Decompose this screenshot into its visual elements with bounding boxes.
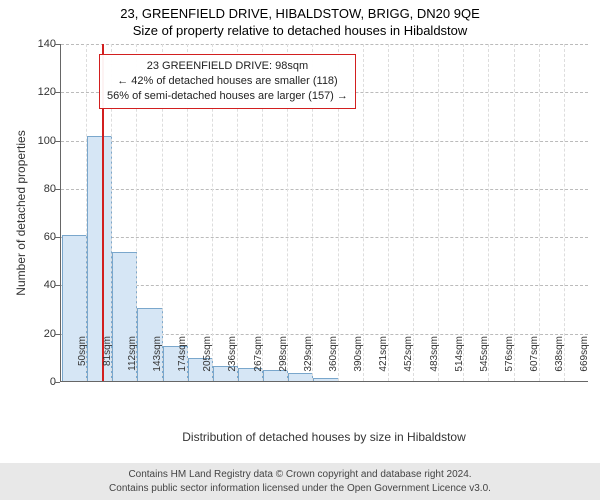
x-tick-label: 638sqm	[554, 336, 565, 386]
y-tick-label: 20	[16, 328, 56, 340]
y-tick-label: 0	[16, 376, 56, 388]
y-tick-label: 80	[16, 183, 56, 195]
annot-line1: 23 GREENFIELD DRIVE: 98sqm	[107, 59, 348, 74]
y-tick-mark	[55, 141, 60, 142]
x-tick-label: 452sqm	[403, 336, 414, 386]
footer-line1: Contains HM Land Registry data © Crown c…	[6, 468, 594, 482]
x-tick-label: 236sqm	[227, 336, 238, 386]
gridline-v	[463, 44, 464, 381]
y-tick-label: 140	[16, 38, 56, 50]
y-tick-mark	[55, 237, 60, 238]
x-tick-label: 50sqm	[77, 336, 88, 386]
x-tick-label: 329sqm	[303, 336, 314, 386]
gridline-h	[61, 189, 588, 190]
y-tick-mark	[55, 382, 60, 383]
title-subtitle: Size of property relative to detached ho…	[0, 21, 600, 38]
y-tick-mark	[55, 285, 60, 286]
annotation-box: 23 GREENFIELD DRIVE: 98sqm ← 42% of deta…	[99, 54, 356, 109]
gridline-h	[61, 237, 588, 238]
x-tick-label: 514sqm	[454, 336, 465, 386]
y-tick-label: 100	[16, 135, 56, 147]
gridline-v	[514, 44, 515, 381]
y-tick-mark	[55, 189, 60, 190]
y-tick-label: 40	[16, 279, 56, 291]
x-tick-label: 267sqm	[253, 336, 264, 386]
gridline-h	[61, 141, 588, 142]
x-tick-label: 390sqm	[353, 336, 364, 386]
x-tick-label: 298sqm	[278, 336, 289, 386]
title-address: 23, GREENFIELD DRIVE, HIBALDSTOW, BRIGG,…	[0, 0, 600, 21]
gridline-v	[363, 44, 364, 381]
gridline-v	[564, 44, 565, 381]
x-tick-label: 205sqm	[202, 336, 213, 386]
x-tick-label: 545sqm	[479, 336, 490, 386]
x-tick-label: 143sqm	[152, 336, 163, 386]
annot-line2: ← 42% of detached houses are smaller (11…	[107, 74, 348, 89]
y-tick-mark	[55, 44, 60, 45]
plot-area: 23 GREENFIELD DRIVE: 98sqm ← 42% of deta…	[60, 44, 588, 382]
x-tick-label: 112sqm	[127, 336, 138, 386]
footer-attribution: Contains HM Land Registry data © Crown c…	[0, 463, 600, 500]
annot-line3: 56% of semi-detached houses are larger (…	[107, 89, 348, 104]
gridline-v	[438, 44, 439, 381]
x-axis-label: Distribution of detached houses by size …	[60, 430, 588, 444]
x-tick-label: 360sqm	[328, 336, 339, 386]
gridline-h	[61, 44, 588, 45]
x-tick-label: 607sqm	[529, 336, 540, 386]
gridline-h	[61, 285, 588, 286]
x-tick-label: 174sqm	[177, 336, 188, 386]
y-tick-label: 120	[16, 86, 56, 98]
x-tick-label: 421sqm	[378, 336, 389, 386]
x-tick-label: 576sqm	[504, 336, 515, 386]
y-tick-mark	[55, 334, 60, 335]
footer-line2: Contains public sector information licen…	[6, 482, 594, 496]
x-tick-label: 669sqm	[579, 336, 590, 386]
gridline-v	[388, 44, 389, 381]
x-tick-label: 483sqm	[429, 336, 440, 386]
gridline-v	[539, 44, 540, 381]
y-tick-mark	[55, 92, 60, 93]
gridline-v	[488, 44, 489, 381]
x-tick-label: 81sqm	[102, 336, 113, 386]
gridline-v	[413, 44, 414, 381]
y-tick-label: 60	[16, 231, 56, 243]
chart-container: Number of detached properties 23 GREENFI…	[0, 44, 600, 442]
